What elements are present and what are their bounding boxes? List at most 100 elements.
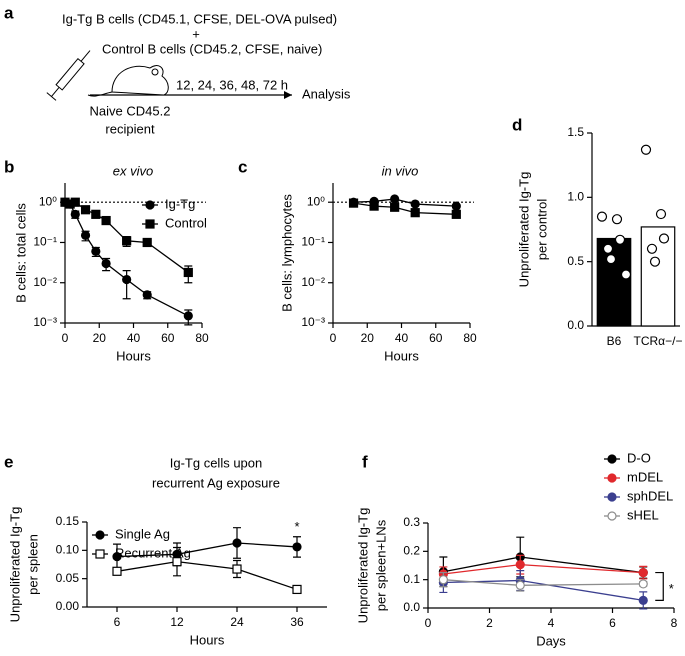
marker [232,564,242,574]
diagram-text: 12, 24, 36, 48, 72 h [176,77,288,92]
y-tick-label: 10⁻² [301,275,325,289]
marker [122,236,132,246]
marker [515,580,525,590]
marker [112,551,122,562]
chart-title: recurrent Ag exposure [152,475,280,490]
y-tick-label: 10⁰ [307,194,325,208]
legend-label: Single Ag [115,526,170,541]
diagram-text: Analysis [302,86,351,101]
data-point [596,211,608,222]
y-tick-label: 0.0 [403,600,420,614]
marker [451,201,461,211]
panel-label: a [4,3,14,22]
legend-label: Recurrent Ag [115,545,191,560]
data-point [646,243,658,254]
y-axis-label: Unproliferated Ig-Tg [355,508,370,624]
y-tick-label: 10⁰ [39,194,57,208]
x-tick-label: 40 [127,331,141,345]
y-axis-label: Unproliferated Ig-Tg [7,507,22,623]
panel-label: f [362,452,368,471]
diagram-text: Ig-Tg B cells (CD45.1, CFSE, DEL-OVA pul… [62,11,337,26]
y-tick-label: 1.5 [567,125,584,139]
chart-title: ex vivo [113,163,153,178]
x-tick-label: 2 [486,616,493,630]
x-tick-label: 20 [93,331,107,345]
data-point [614,234,626,245]
legend-marker [607,492,617,502]
x-tick-label: 36 [290,615,304,629]
marker [410,199,420,209]
chart-title: Ig-Tg cells upon [170,455,263,470]
x-axis-label: Days [536,633,566,648]
y-axis-label: B cells: lymphocytes [279,194,294,312]
marker [410,208,420,218]
marker [369,201,379,211]
panel-labels: a b c d e f [4,3,522,471]
x-tick-label: 4 [548,616,555,630]
legend-marker [145,219,155,229]
legend-label: Ig-Tg [165,196,195,211]
data-point [620,269,632,280]
series-line [443,579,644,586]
diagram-text: Naive CD45.2 [90,103,171,118]
marker [101,215,111,226]
marker [438,575,448,585]
x-tick-label: 60 [429,331,443,345]
y-tick-label: 0.1 [403,572,420,586]
significance: * [294,519,299,534]
series-line [443,579,644,601]
data-point [658,233,670,244]
data-point [602,243,614,254]
y-tick-label: 0.5 [567,254,584,268]
y-tick-label: 10⁻¹ [33,235,57,249]
legend-marker [607,473,617,483]
x-tick-label: 60 [161,331,175,345]
y-axis-label: per spleen+LNs [373,519,388,611]
legend-marker [607,511,617,521]
legend-label: D-O [627,450,651,465]
diagram-text: recipient [105,121,155,136]
x-tick-label: 0 [425,616,432,630]
marker [348,198,359,208]
marker [183,311,193,321]
x-tick-label: 24 [230,615,244,629]
chart-title: in vivo [382,163,419,178]
x-tick-label: TCRα−/− [634,334,683,348]
marker [70,209,80,219]
data-point [655,208,667,220]
y-tick-label: 0.00 [56,599,80,613]
x-tick-label: 12 [170,615,184,629]
syringe [46,50,91,101]
x-tick-label: 80 [195,331,209,345]
marker [91,246,101,257]
marker [292,542,302,552]
marker [638,595,648,605]
x-tick-label: 40 [395,331,409,345]
marker [91,209,101,219]
y-axis-label: per spleen [25,534,40,595]
legend-marker [95,549,105,559]
legend-marker [145,200,155,210]
marker [142,290,152,300]
marker [172,557,182,567]
x-tick-label: B6 [607,334,622,348]
y-tick-label: 0.2 [403,544,420,558]
y-tick-label: 0.10 [56,543,80,557]
marker [122,274,132,285]
y-tick-label: 0.05 [56,571,80,585]
y-tick-label: 10⁻¹ [301,235,325,249]
diagram-text: + [192,26,200,41]
panel-label: b [4,157,14,176]
marker [638,567,648,578]
x-tick-label: 8 [671,616,678,630]
panel-label: c [238,157,247,176]
y-tick-label: 0.15 [56,514,80,528]
marker [70,197,80,207]
marker [232,538,242,548]
error-bar [122,270,131,300]
legend-label: Control [165,215,207,230]
marker [101,258,111,269]
legend-label: sHEL [627,507,659,522]
y-axis-label: per control [534,199,549,261]
